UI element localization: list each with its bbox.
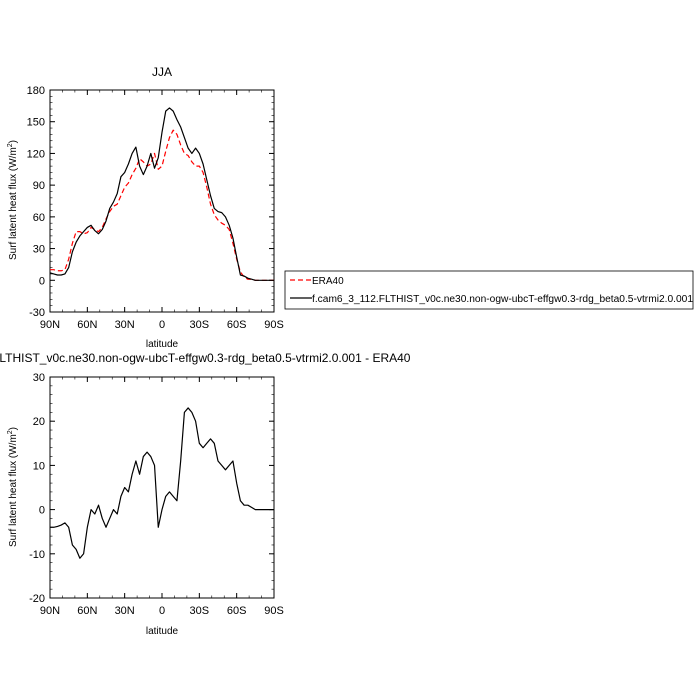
difference-series-line (50, 407, 274, 559)
era40-series-line (50, 129, 274, 281)
chart-1-y-tick-label: 180 (27, 85, 45, 97)
chart-1-y-tick-label: 60 (33, 212, 45, 224)
chart-1-frame (49, 89, 275, 313)
chart-2-x-tick-label: 30S (190, 605, 210, 617)
chart-1-x-tick-label: 60N (77, 319, 97, 331)
chart-1-x-tick-label: 60S (227, 319, 247, 331)
chart-1-y-tick-label: 90 (33, 180, 45, 192)
chart-1-y-axis-label-superscript: 2 (7, 143, 14, 147)
chart-1-y-axis-label-main: Surf latent heat flux (W/m (8, 147, 19, 260)
chart-2-y-axis-label-superscript: 2 (7, 430, 14, 434)
chart-2-x-tick-label: 60N (77, 605, 97, 617)
chart-2-frame (49, 376, 275, 599)
chart-1-x-tick-label: 90S (264, 319, 284, 331)
chart-2-y-axis-label: Surf latent heat flux (W/m2) (7, 427, 19, 547)
chart-2-y-tick-label: -20 (29, 593, 45, 605)
chart-2-y-tick-label: 10 (33, 460, 45, 472)
chart-1-x-axis-label: latitude (146, 339, 179, 350)
model-series-line (49, 107, 274, 281)
legend-box (284, 270, 694, 310)
chart-1-y-axis-label-close: ) (8, 140, 19, 143)
legend: ERA40 f.cam6_3_112.FLTHIST_v0c.ne30.non-… (284, 270, 694, 310)
chart-2-x-tick-label: 90S (264, 605, 284, 617)
chart-2-x-tick-label: 0 (159, 605, 165, 617)
chart-1-x-tick-label: 30N (115, 319, 135, 331)
chart-1-y-tick-label: 150 (27, 117, 45, 129)
chart-2-x-tick-label: 30N (115, 605, 135, 617)
legend-label-era40: ERA40 (312, 276, 344, 287)
chart-2-y-tick-label: 20 (33, 416, 45, 428)
chart-1-x-tick-label: 0 (159, 319, 165, 331)
chart-1-y-axis-label: Surf latent heat flux (W/m2) (7, 140, 19, 260)
chart-2-x-tick-label: 90N (40, 605, 60, 617)
chart-2-y-axis-label-close: ) (8, 427, 19, 430)
chart-2-y-tick-label: 30 (33, 372, 45, 384)
chart-2-y-tick-label: -10 (29, 549, 45, 561)
chart-1-x-tick-label: 90N (40, 319, 60, 331)
chart-2-y-tick-label: 0 (39, 505, 45, 517)
chart-2-y-axis-label-main: Surf latent heat flux (W/m (8, 434, 19, 547)
chart-1-title: JJA (152, 65, 172, 79)
chart-1-y-tick-label: 0 (39, 275, 45, 287)
chart-1-x-tick-label: 30S (190, 319, 210, 331)
legend-label-model: f.cam6_3_112.FLTHIST_v0c.ne30.non-ogw-ub… (312, 294, 693, 305)
chart-1-y-tick-label: 120 (27, 148, 45, 160)
chart-2-x-axis-label: latitude (146, 626, 179, 637)
chart-1-y-tick-label: -30 (29, 307, 45, 319)
chart-2-title: f.cam6_3_112.FLTHIST_v0c.ne30.non-ogw-ub… (0, 351, 411, 365)
chart-2-x-tick-label: 60S (227, 605, 247, 617)
chart-layer: -30 0 30 60 90 120 150 180 90N 60N 30N 0 30S 60S 90S -2… (27, 85, 284, 617)
chart-1-y-tick-label: 30 (33, 244, 45, 256)
